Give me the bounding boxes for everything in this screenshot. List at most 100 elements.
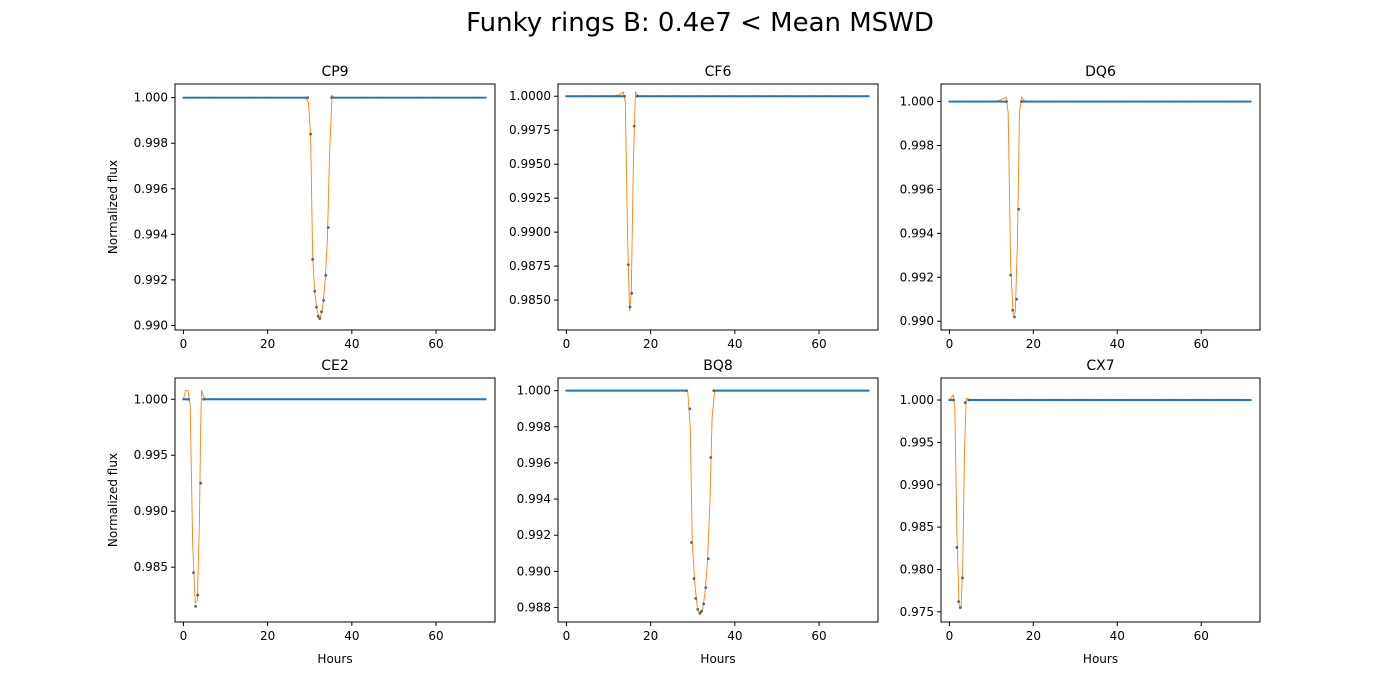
transit-point — [709, 456, 713, 459]
y-tick-label: 0.998 — [900, 139, 934, 153]
transit-point — [706, 557, 710, 561]
baseline-point — [1249, 100, 1252, 103]
y-tick-label: 0.995 — [134, 448, 168, 462]
transit-point — [1017, 207, 1021, 211]
y-tick-label: 0.990 — [900, 314, 934, 328]
transit-point — [330, 96, 334, 100]
x-tick-label: 0 — [946, 629, 954, 643]
model-curve — [182, 389, 487, 605]
subplot-title: CF6 — [705, 64, 732, 80]
y-tick-label: 1.000 — [900, 95, 934, 109]
axes-frame — [940, 83, 1261, 331]
y-tick-label: 0.992 — [517, 528, 551, 542]
transit-point — [192, 571, 195, 575]
y-tick-label: 0.9925 — [509, 191, 551, 205]
transit-point — [694, 597, 698, 600]
y-tick-label: 0.990 — [900, 478, 934, 492]
x-tick-label: 20 — [1026, 629, 1041, 643]
transit-point — [309, 132, 312, 136]
y-axis-label: Normalized flux — [106, 160, 120, 254]
transit-point — [318, 317, 322, 321]
transit-point — [315, 305, 318, 309]
y-tick-label: 0.996 — [900, 182, 934, 196]
y-tick-label: 1.000 — [134, 392, 168, 406]
model-curve — [566, 390, 870, 616]
axes-frame — [557, 377, 879, 623]
transit-point — [322, 298, 326, 302]
transit-point — [326, 226, 330, 229]
baseline-point — [683, 389, 686, 392]
baseline-point — [1249, 398, 1252, 402]
transit-point — [623, 94, 626, 98]
subplot-title: DQ6 — [1085, 64, 1116, 80]
y-tick-label: 0.992 — [134, 273, 168, 287]
model-curve — [949, 96, 1252, 316]
transit-point — [632, 124, 636, 128]
transit-point — [316, 314, 320, 318]
y-tick-label: 0.992 — [900, 270, 934, 284]
transit-point — [957, 600, 961, 604]
y-axis-label: Normalized flux — [106, 453, 120, 547]
x-tick-label: 0 — [180, 629, 188, 643]
x-tick-label: 40 — [344, 629, 359, 643]
baseline-point — [304, 96, 307, 99]
transit-point — [199, 481, 203, 485]
axes-frame — [557, 83, 879, 331]
y-tick-label: 0.9875 — [509, 259, 551, 273]
transit-point — [955, 546, 959, 549]
y-tick-label: 0.9950 — [509, 157, 551, 171]
y-tick-label: 0.994 — [134, 227, 168, 241]
transit-point — [712, 389, 716, 393]
x-tick-label: 40 — [727, 337, 742, 351]
x-tick-label: 0 — [180, 337, 188, 351]
data-layer — [948, 393, 1252, 609]
x-tick-label: 60 — [428, 337, 443, 351]
transit-point — [1020, 100, 1023, 103]
x-tick-label: 20 — [260, 629, 275, 643]
y-tick-label: 0.990 — [134, 504, 168, 518]
transit-point — [306, 96, 310, 100]
transit-point — [196, 593, 200, 597]
transit-point — [958, 606, 962, 609]
y-tick-label: 0.990 — [517, 564, 551, 578]
transit-point — [187, 397, 190, 401]
x-tick-label: 20 — [643, 337, 658, 351]
transit-point — [685, 389, 688, 393]
y-tick-label: 0.9850 — [509, 293, 551, 307]
baseline-point — [867, 389, 870, 392]
y-tick-label: 0.996 — [517, 456, 551, 470]
transit-point — [626, 263, 630, 267]
transit-point — [961, 576, 964, 580]
x-tick-label: 0 — [946, 337, 954, 351]
x-tick-label: 40 — [727, 629, 742, 643]
y-tick-label: 0.985 — [134, 560, 168, 574]
transit-point — [311, 257, 315, 261]
transit-point — [690, 541, 693, 544]
y-tick-label: 1.000 — [134, 91, 168, 105]
data-layer — [565, 389, 870, 616]
model-curve — [949, 393, 1252, 609]
model-curve — [566, 90, 870, 312]
x-tick-label: 0 — [563, 337, 571, 351]
x-tick-label: 40 — [1110, 337, 1125, 351]
x-tick-label: 20 — [643, 629, 658, 643]
subplot-cx7: 0 20 40 60 0.975 0.980 0.985 0.990 0.995 1.000 CX7… — [900, 358, 1261, 666]
transit-point — [313, 289, 317, 293]
y-tick-label: 0.988 — [517, 601, 551, 615]
axes-frame — [940, 377, 1261, 623]
subplot-title: CE2 — [321, 358, 349, 374]
transit-point — [202, 397, 206, 401]
transit-point — [698, 611, 702, 615]
y-tick-label: 1.0000 — [509, 89, 551, 103]
baseline-point — [185, 398, 188, 401]
y-tick-label: 0.994 — [900, 226, 934, 240]
x-tick-label: 60 — [1194, 629, 1209, 643]
x-tick-label: 40 — [344, 337, 359, 351]
transit-point — [963, 401, 967, 404]
baseline-point — [867, 95, 870, 98]
baseline-point — [484, 96, 487, 99]
subplot-bq8: 0 20 40 60 0.988 0.990 0.992 0.994 0.996 0.998 1.0… — [517, 358, 879, 666]
transit-point — [952, 398, 955, 402]
x-tick-label: 0 — [563, 629, 571, 643]
x-tick-label: 20 — [1026, 337, 1041, 351]
